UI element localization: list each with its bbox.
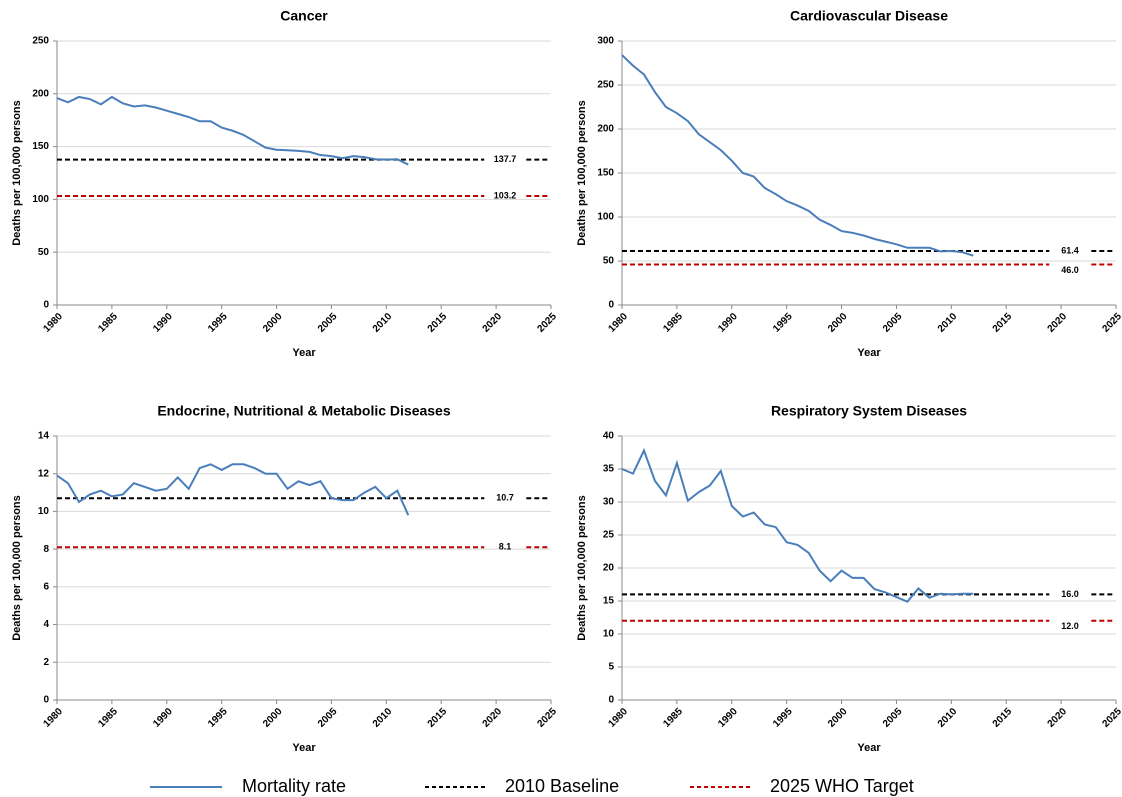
x-tick-label: 2015	[991, 311, 1015, 335]
x-tick-label: 2010	[371, 311, 395, 335]
reference-label: 16.0	[1061, 589, 1079, 599]
reference-label: 12.0	[1061, 621, 1079, 631]
y-tick-label: 10	[603, 629, 615, 640]
x-tick-label: 1995	[206, 706, 230, 730]
x-tick-label: 2020	[1046, 706, 1070, 730]
x-tick-label: 2020	[481, 706, 505, 730]
y-tick-label: 25	[603, 530, 615, 541]
y-axis-label: Deaths per 100,000 persons	[11, 495, 23, 641]
x-tick-label: 2025	[535, 311, 559, 335]
x-tick-label: 2015	[426, 706, 450, 730]
x-tick-label: 2005	[316, 311, 340, 335]
x-tick-label: 1995	[771, 311, 795, 335]
x-tick-label: 2025	[1100, 311, 1122, 335]
x-axis-label: Year	[857, 347, 881, 359]
y-tick-label: 0	[608, 695, 614, 706]
x-tick-label: 2000	[261, 706, 285, 730]
y-tick-label: 5	[608, 662, 614, 673]
y-tick-label: 50	[603, 256, 615, 267]
y-tick-label: 150	[32, 141, 49, 152]
y-tick-label: 0	[43, 695, 49, 706]
reference-label: 137.7	[494, 154, 517, 164]
x-tick-label: 1980	[606, 311, 630, 335]
x-axis-label: Year	[292, 347, 316, 359]
x-tick-label: 1990	[716, 311, 740, 335]
reference-label: 61.4	[1061, 245, 1079, 255]
x-tick-label: 2005	[881, 311, 905, 335]
data-line	[621, 447, 974, 603]
x-tick-label: 1980	[41, 311, 65, 335]
x-tick-label: 2010	[936, 311, 960, 335]
y-tick-label: 100	[32, 194, 49, 205]
data-line	[56, 463, 410, 516]
x-tick-label: 2020	[481, 311, 505, 335]
x-tick-label: 2020	[1046, 311, 1070, 335]
y-tick-label: 12	[38, 468, 50, 479]
y-tick-label: 50	[38, 247, 50, 258]
x-tick-label: 1985	[96, 706, 120, 730]
y-tick-label: 15	[603, 596, 615, 607]
x-tick-label: 2000	[826, 706, 850, 730]
y-tick-label: 250	[32, 36, 49, 47]
legend-label: 2025 WHO Target	[770, 776, 914, 796]
x-tick-label: 1980	[41, 706, 65, 730]
data-line	[56, 95, 409, 166]
y-tick-label: 100	[597, 212, 614, 223]
y-tick-label: 6	[43, 581, 49, 592]
y-tick-label: 40	[603, 431, 615, 442]
y-tick-label: 35	[603, 464, 615, 475]
y-tick-label: 250	[597, 80, 614, 91]
x-tick-label: 2010	[371, 706, 395, 730]
x-tick-label: 1985	[96, 311, 120, 335]
legend-label: Mortality rate	[242, 776, 346, 796]
x-tick-label: 2025	[1100, 706, 1122, 730]
y-axis-label: Deaths per 100,000 persons	[576, 495, 588, 641]
y-tick-label: 0	[43, 300, 49, 311]
x-tick-label: 1990	[716, 706, 740, 730]
x-tick-label: 1990	[151, 311, 175, 335]
y-tick-label: 10	[38, 506, 50, 517]
y-tick-label: 8	[43, 544, 49, 555]
x-tick-label: 2005	[316, 706, 340, 730]
chart-title: Cardiovascular Disease	[790, 8, 948, 24]
y-tick-label: 20	[603, 563, 615, 574]
data-line	[621, 54, 974, 257]
y-axis-label: Deaths per 100,000 persons	[576, 100, 588, 246]
x-tick-label: 1990	[151, 706, 175, 730]
x-tick-label: 1985	[661, 311, 685, 335]
y-tick-label: 300	[597, 36, 614, 47]
y-tick-label: 0	[608, 300, 614, 311]
x-tick-label: 2015	[991, 706, 1015, 730]
reference-label: 46.0	[1061, 265, 1079, 275]
x-tick-label: 1985	[661, 706, 685, 730]
reference-label: 8.1	[499, 542, 512, 552]
x-axis-label: Year	[857, 742, 881, 754]
y-tick-label: 14	[38, 431, 50, 442]
x-axis-label: Year	[292, 742, 316, 754]
x-tick-label: 2000	[261, 311, 285, 335]
x-tick-label: 1995	[206, 311, 230, 335]
y-axis-label: Deaths per 100,000 persons	[11, 100, 23, 246]
x-tick-label: 2025	[535, 706, 559, 730]
reference-label: 10.7	[496, 493, 514, 503]
x-tick-label: 1980	[606, 706, 630, 730]
x-tick-label: 2015	[426, 311, 450, 335]
y-tick-label: 30	[603, 497, 615, 508]
y-tick-label: 150	[597, 168, 614, 179]
x-tick-label: 2000	[826, 311, 850, 335]
y-tick-label: 200	[597, 124, 614, 135]
legend-label: 2010 Baseline	[505, 776, 619, 796]
y-tick-label: 200	[32, 88, 49, 99]
y-tick-label: 4	[43, 619, 49, 630]
x-tick-label: 2005	[881, 706, 905, 730]
y-tick-label: 2	[43, 657, 49, 668]
x-tick-label: 1995	[771, 706, 795, 730]
chart-title: Cancer	[280, 8, 328, 24]
x-tick-label: 2010	[936, 706, 960, 730]
chart-title: Endocrine, Nutritional & Metabolic Disea…	[157, 403, 451, 419]
reference-label: 103.2	[494, 190, 517, 200]
chart-title: Respiratory System Diseases	[771, 403, 967, 419]
